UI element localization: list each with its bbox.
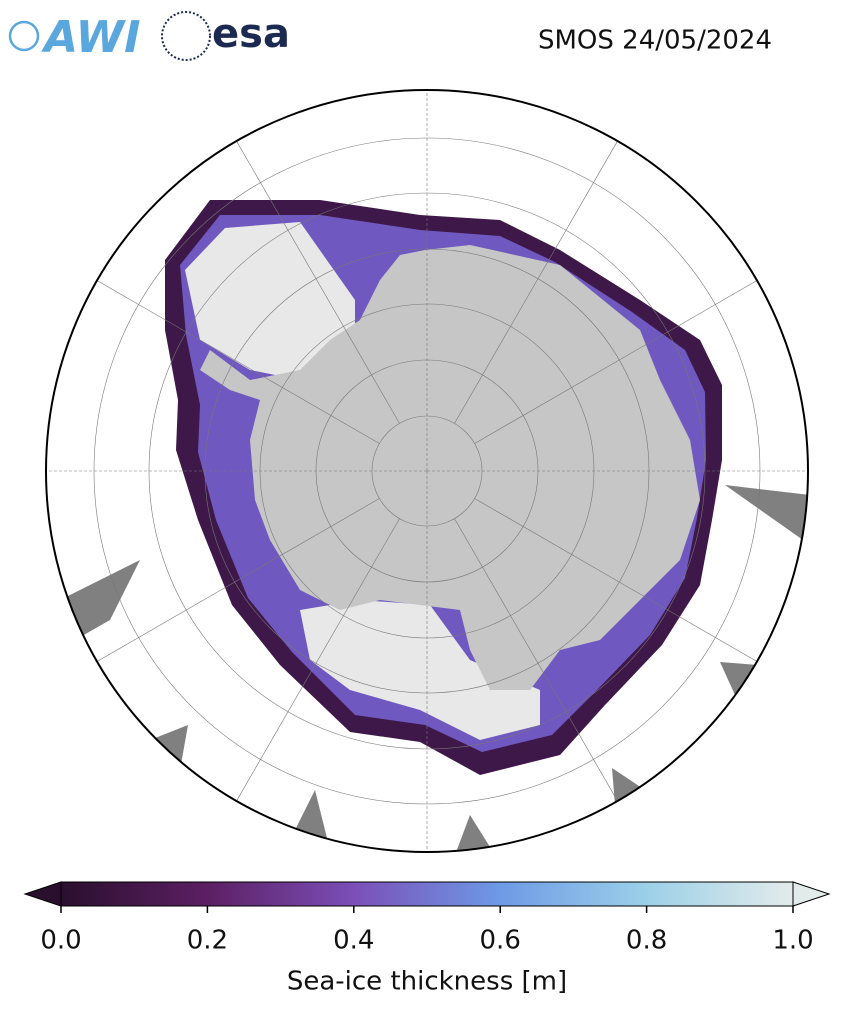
graticule — [46, 90, 808, 852]
esa-icon — [161, 11, 211, 61]
ice-thick — [185, 222, 540, 740]
colorbar: 0.0 0.2 0.4 0.6 0.8 1.0 — [23, 881, 831, 956]
meridian — [454, 140, 618, 424]
colorbar-label: Sea-ice thickness [m] — [287, 967, 567, 997]
land — [720, 662, 758, 695]
awi-globe — [8, 20, 40, 52]
colorbar-extend-min — [23, 881, 62, 907]
colorbar-tick-label: 0.8 — [626, 926, 667, 956]
colorbar-tick-label: 0.0 — [40, 926, 81, 956]
esa-logo: esa — [212, 11, 290, 57]
map — [46, 90, 808, 852]
meridian — [236, 140, 400, 424]
colorbar-tick-label: 0.2 — [187, 926, 228, 956]
awi-logo: AWI — [41, 12, 141, 63]
land — [725, 485, 808, 545]
antarctica — [200, 245, 700, 690]
meridian — [454, 518, 618, 802]
colorbar-tick-label: 1.0 — [772, 926, 813, 956]
colorbar-ramp — [60, 881, 794, 907]
colorbar-tick-label: 0.6 — [480, 926, 521, 956]
land — [60, 560, 140, 640]
meridian — [474, 280, 758, 444]
meridian — [96, 280, 380, 444]
colorbar-extend-max — [792, 881, 831, 907]
logos: AWI esa — [8, 11, 290, 63]
title: SMOS 24/05/2024 — [538, 26, 772, 56]
map-border — [45, 89, 809, 853]
meridian — [96, 498, 380, 662]
land — [612, 768, 645, 805]
land — [455, 815, 495, 852]
meridian — [474, 498, 758, 662]
colorbar-tick-label: 0.4 — [333, 926, 374, 956]
meridian — [236, 518, 400, 802]
